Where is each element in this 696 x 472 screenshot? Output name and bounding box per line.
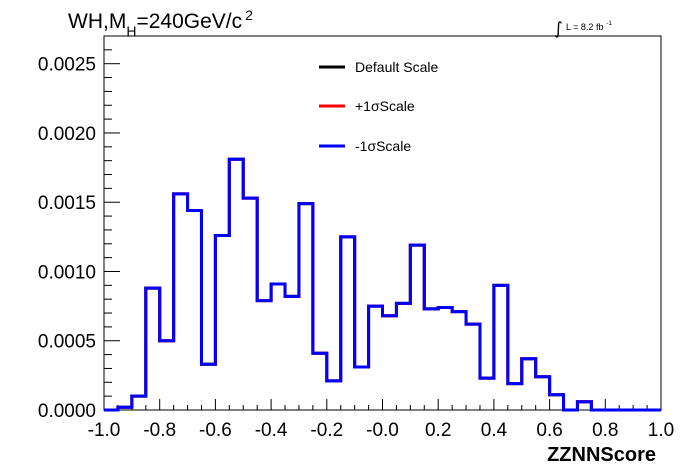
y-tick-label: 0.0015	[38, 193, 96, 214]
series-layer	[104, 157, 661, 412]
y-tick-label: 0.0000	[38, 401, 96, 422]
legend: Default Scale +1σScale -1σScale	[319, 59, 438, 154]
y-axis: 0.0000 0.0005 0.0010 0.0015 0.0020 0.0025	[38, 35, 120, 422]
x-tick-label: 0.6	[536, 420, 562, 441]
y-tick-label: 0.0025	[38, 55, 96, 76]
chart-title: WH,MH=240GeV/c 2	[68, 7, 253, 39]
x-tick-label: -0.0	[366, 420, 399, 441]
x-tick-label: -1.0	[88, 420, 121, 441]
legend-label: +1σScale	[355, 98, 415, 114]
x-axis: -1.0 -0.8 -0.6 -0.4 -0.2 -0.0 0.2 0.4 0.6 0.8 1.0	[88, 399, 674, 441]
series-line-2	[104, 157, 661, 412]
y-tick-label: 0.0010	[38, 262, 96, 283]
x-tick-label: 0.8	[592, 420, 618, 441]
plot-frame	[103, 35, 662, 411]
x-tick-label: 0.2	[425, 420, 451, 441]
y-tick-label: 0.0020	[38, 124, 96, 145]
lumi-integral: ∫	[554, 19, 563, 39]
x-tick-label: -0.6	[199, 420, 232, 441]
x-tick-label: 0.4	[481, 420, 508, 441]
lumi-label: L = 8.2 fb -1	[566, 21, 612, 32]
x-tick-label: -0.8	[143, 420, 176, 441]
x-tick-label: -0.4	[255, 420, 288, 441]
legend-label: -1σScale	[355, 138, 411, 154]
x-axis-title: ZZNNScore	[547, 444, 656, 466]
x-tick-label: -0.2	[310, 420, 343, 441]
legend-label: Default Scale	[355, 59, 438, 75]
y-tick-label: 0.0005	[38, 332, 96, 353]
x-tick-label: 1.0	[648, 420, 674, 441]
